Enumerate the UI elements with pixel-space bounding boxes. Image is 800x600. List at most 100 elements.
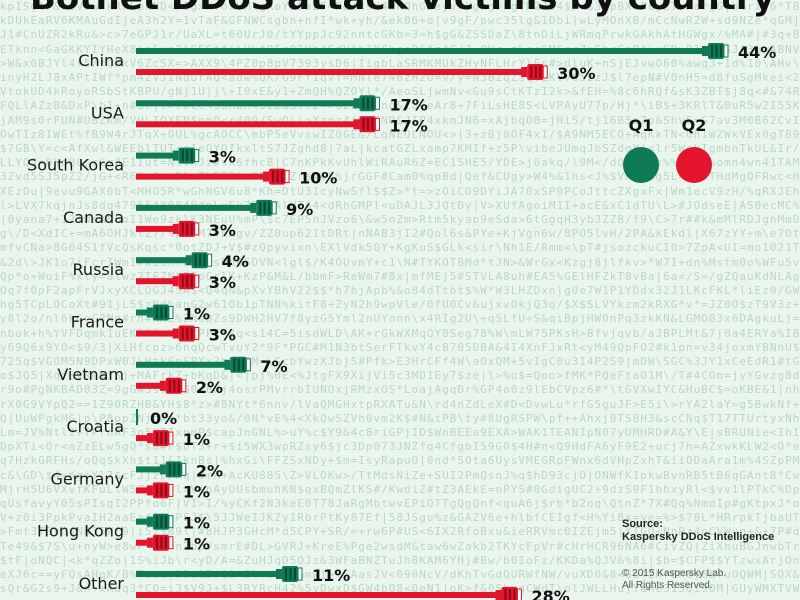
plug-q1 — [146, 513, 174, 530]
background-code-line: qUsfavyY05sPIsqI2PPfo6F|VI>I/%yCKf2N3keE… — [0, 497, 800, 510]
data-label: 1% — [183, 305, 210, 324]
plug-q1-neck — [224, 359, 231, 370]
plug-q1-rib — [715, 45, 718, 57]
legend-label: Q1 — [629, 116, 654, 135]
rights-text: All Rights Reserved. — [622, 580, 713, 591]
plug-q2-rib — [181, 222, 184, 235]
plug-q2-rib — [539, 66, 542, 78]
plug-q1 — [159, 461, 187, 478]
bar-q2 — [136, 487, 149, 494]
plug-q1-rib — [164, 515, 167, 528]
data-label: 9% — [286, 200, 313, 219]
background-code-line: g\/D<XdIC+=mA6OHJktZ7/%poIM7lEKgv/ZZ0up6… — [0, 227, 800, 241]
bar-q1 — [136, 571, 278, 577]
plug-q1-rib — [366, 97, 369, 110]
plug-q1 — [224, 356, 251, 373]
data-label: 1% — [183, 535, 210, 554]
background-code-line: Te49&$7S\u+nyW>e8wP*Dm<n2bpVsmrE#DL>GVRJ… — [0, 539, 800, 553]
plug-q2-rib — [164, 432, 167, 445]
plug-q1-tip — [271, 201, 277, 215]
plug-q2-rib — [160, 484, 163, 497]
plug-q2-rib — [190, 327, 193, 340]
plug-q2-neck — [263, 171, 270, 182]
background-code-line: Oq7f0pF2apFrVJxyXCLDGJ4SA$<Q4qN&pXvYBhV2… — [0, 284, 800, 297]
plug-q2-rib — [160, 536, 163, 549]
plug-q2-rib — [534, 66, 537, 78]
plug-q2-rib — [177, 379, 180, 392]
plug-q1-rib — [186, 149, 189, 162]
plug-q1-rib — [259, 201, 262, 214]
row-south-korea: South Korea 3% 10% — [27, 147, 337, 188]
bar-q2 — [136, 330, 175, 337]
background-code-line: MjrH5U6VXvfKFuLlW5Z$fB0l>VinAyOUsbmuhKN$… — [0, 482, 800, 496]
plug-q2-neck — [353, 119, 360, 130]
row-croatia: Croatia 0% 1% — [66, 409, 210, 449]
plug-q1-rib — [173, 463, 176, 476]
plug-q2 — [495, 587, 522, 600]
plug-q1-tip — [207, 253, 213, 267]
plug-q1-rib — [711, 45, 713, 57]
category-label: Hong Kong — [37, 522, 124, 541]
plug-q2-rib — [173, 379, 176, 392]
plug-q1-rib — [199, 254, 202, 267]
legend-label: Q2 — [682, 116, 707, 135]
plug-q1-tip — [374, 96, 380, 110]
data-label: 3% — [209, 148, 236, 167]
plug-q2-neck — [495, 590, 502, 600]
category-label: France — [71, 313, 124, 332]
bar-q1 — [136, 309, 149, 316]
background-code-line: c&\GD\$4xKgjYl7$cFJjzpPHq|0rR+AcKU885\Z>… — [0, 468, 800, 482]
plug-q2-rib — [362, 118, 365, 131]
plug-q1-rib — [362, 97, 365, 110]
bar-q1 — [136, 257, 188, 264]
background-code-line: V+z0i3PpkPvaIH2aaEa#3l>PSJ$\5JJWeIJKZy1R… — [0, 511, 800, 525]
plug-q2-tip — [194, 327, 200, 340]
background-code-line: |0yana7+12TNsAN6oI1We9zklK3NEuU%mP\$c7EP… — [0, 213, 800, 226]
bar-q1 — [136, 48, 704, 54]
data-label: 44% — [738, 43, 776, 62]
copyright-block: © 2015 Kaspersky Lab. All Rights Reserve… — [622, 568, 726, 592]
row-hong-kong: Hong Kong 1% 1% — [37, 513, 210, 554]
row-usa: USA 17% 17% — [91, 95, 428, 135]
background-code-line: sQr&G2s9+J&n+xAaq3*CO=i3$V9J+$L3RYRcH42%… — [0, 582, 800, 596]
plug-q2-rib — [181, 327, 184, 340]
plug-q2-rib — [181, 275, 184, 288]
category-label: Russia — [73, 260, 124, 279]
plug-q1 — [353, 95, 380, 112]
plug-q2-rib — [164, 484, 167, 497]
plug-q2-rib — [366, 118, 369, 131]
plug-q2 — [146, 534, 174, 551]
plug-q2 — [172, 273, 200, 290]
background-code-line: y69Q6x9YO<$9/3|XiHfcpz>6nqQcwTvuY2*9F*PG… — [0, 340, 800, 354]
plug-q1-neck — [250, 202, 257, 213]
data-label: 11% — [312, 566, 350, 585]
plug-q1 — [146, 304, 174, 321]
data-label: 17% — [389, 116, 427, 135]
plug-q1 — [276, 566, 303, 582]
data-label: 17% — [389, 95, 427, 114]
plug-q2-neck — [172, 223, 179, 234]
background-code-line: OwTIz8IWEt%fB9W4rJTqX+OUL%gcAOCC\mbPSeVv… — [0, 127, 800, 141]
background-code-line: $tF|oNQC|<k*qZZo|1S%iJb\r<yD/A=&ZuHJqD5O… — [0, 553, 800, 567]
category-label: Germany — [50, 469, 124, 488]
row-vietnam: Vietnam 7% 2% — [57, 356, 288, 397]
plug-q2-rib — [168, 379, 171, 392]
plug-q2 — [172, 220, 200, 237]
copyright-text: © 2015 Kaspersky Lab. — [622, 568, 727, 579]
background-code-line: o$JQ5|Xq*SyRemfSj+MAFrkZ+bKqD&|<|pj%0E<%… — [0, 369, 800, 383]
plug-q2 — [263, 168, 290, 185]
plug-q2-tip — [542, 65, 548, 79]
background-code-line: VtokUD4kRoyoRSbStKBPU/gNj1U|j\+I0xE&y1+Z… — [0, 85, 800, 99]
row-russia: Russia 4% 3% — [73, 252, 249, 292]
plug-q1-tip — [181, 462, 187, 476]
plug-q2-tip — [516, 588, 522, 600]
plug-q1 — [172, 147, 200, 164]
plug-q1-neck — [276, 569, 282, 579]
background-code-line: q7HzkGRFHs/oQq$kXh$t11&IknBs|%hxGi\FFZSx… — [0, 454, 800, 468]
plug-q1-tip — [168, 515, 174, 529]
bar-q2 — [136, 121, 356, 128]
category-label: Vietnam — [57, 365, 124, 384]
plug-q1-tip — [723, 44, 729, 58]
category-label: China — [78, 51, 124, 70]
plug-q2-rib — [281, 170, 284, 183]
